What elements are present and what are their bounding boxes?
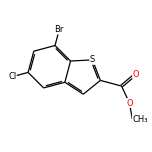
Text: Br: Br xyxy=(55,25,64,34)
Text: CH₃: CH₃ xyxy=(132,115,148,124)
Text: S: S xyxy=(90,55,95,64)
Text: Cl: Cl xyxy=(8,72,16,81)
Text: O: O xyxy=(133,70,139,79)
Text: O: O xyxy=(126,98,133,107)
